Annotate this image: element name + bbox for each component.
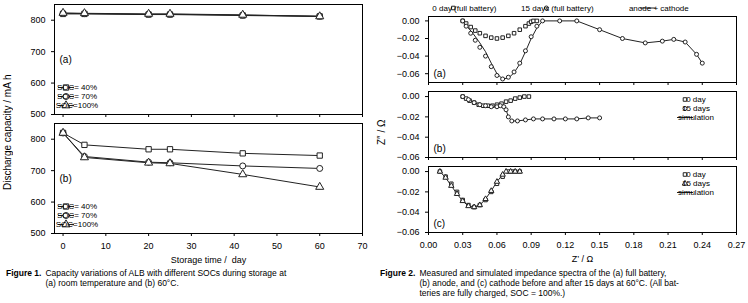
svg-text:15 days (full battery): 15 days (full battery)	[521, 4, 594, 13]
svg-text:700: 700	[30, 166, 45, 176]
svg-text:anode + cathode: anode + cathode	[629, 4, 689, 13]
svg-text:0.00: 0.00	[402, 166, 420, 176]
svg-text:0.12: 0.12	[557, 240, 575, 250]
svg-text:(a): (a)	[60, 54, 72, 65]
html-text:Figure 2. Measured and simulat: Figure 2. Measured and simulated impedan…	[380, 268, 679, 299]
svg-text:−0.02: −0.02	[397, 187, 420, 197]
svg-text:Storage time / day: Storage time / day	[171, 255, 247, 265]
svg-text:−0.06: −0.06	[397, 69, 420, 79]
svg-text:(b): (b)	[60, 173, 72, 184]
svg-text:−0.04: −0.04	[397, 132, 420, 142]
svg-text:−0.04: −0.04	[397, 51, 420, 61]
svg-text:0.09: 0.09	[522, 240, 540, 250]
svg-text:SOC= 70%: SOC= 70%	[57, 211, 97, 220]
svg-text:0.00: 0.00	[402, 16, 420, 26]
svg-text:simulation: simulation	[678, 188, 714, 197]
svg-text:70: 70	[357, 241, 367, 251]
svg-text:(c): (c)	[434, 218, 446, 229]
svg-text:0 day: 0 day	[686, 95, 706, 104]
html-text:Z″ / Ω: Z″ / Ω	[375, 119, 387, 146]
svg-text:500: 500	[30, 109, 45, 119]
svg-text:Z’ / Ω: Z’ / Ω	[572, 254, 594, 264]
svg-text:20: 20	[144, 241, 154, 251]
svg-text:−0.06: −0.06	[397, 227, 420, 237]
svg-text:600: 600	[30, 197, 45, 207]
svg-text:30: 30	[186, 241, 196, 251]
svg-text:0 day (full battery): 0 day (full battery)	[432, 4, 496, 13]
svg-text:(a): (a)	[434, 68, 446, 79]
svg-text:SOC= 40%: SOC= 40%	[57, 202, 97, 211]
svg-text:SOC=100%: SOC=100%	[56, 101, 98, 110]
svg-text:0.06: 0.06	[488, 240, 506, 250]
svg-text:0.18: 0.18	[625, 240, 643, 250]
svg-text:−0.04: −0.04	[397, 207, 420, 217]
svg-text:600: 600	[30, 78, 45, 88]
svg-text:simulation: simulation	[678, 113, 714, 122]
svg-text:0.00: 0.00	[420, 240, 438, 250]
svg-text:800: 800	[30, 15, 45, 25]
svg-text:0.21: 0.21	[659, 240, 677, 250]
svg-text:0: 0	[61, 241, 66, 251]
svg-text:(b): (b)	[434, 143, 446, 154]
svg-text:15 days: 15 days	[682, 104, 710, 113]
svg-text:800: 800	[30, 134, 45, 144]
svg-text:500: 500	[30, 228, 45, 238]
html-text:Figure 1. Capacity variations: Figure 1. Capacity variations of ALB wit…	[6, 268, 287, 289]
svg-text:SOC=100%: SOC=100%	[56, 220, 98, 229]
svg-text:0.24: 0.24	[694, 240, 712, 250]
svg-text:50: 50	[272, 241, 282, 251]
svg-text:700: 700	[30, 47, 45, 57]
svg-text:10: 10	[101, 241, 111, 251]
svg-text:0.27: 0.27	[728, 240, 746, 250]
svg-text:−0.02: −0.02	[397, 33, 420, 43]
svg-text:SOC= 70%: SOC= 70%	[57, 92, 97, 101]
svg-text:0.00: 0.00	[402, 91, 420, 101]
svg-text:40: 40	[229, 241, 239, 251]
svg-text:60: 60	[315, 241, 325, 251]
html-text:Discharge capacity / mA h: Discharge capacity / mA h	[1, 74, 13, 191]
svg-text:0.15: 0.15	[591, 240, 609, 250]
svg-text:SOC= 40%: SOC= 40%	[57, 83, 97, 92]
svg-text:0 day: 0 day	[686, 170, 706, 179]
svg-text:0.03: 0.03	[454, 240, 472, 250]
svg-text:−0.02: −0.02	[397, 112, 420, 122]
svg-text:−0.06: −0.06	[397, 152, 420, 162]
svg-text:15 days: 15 days	[682, 179, 710, 188]
